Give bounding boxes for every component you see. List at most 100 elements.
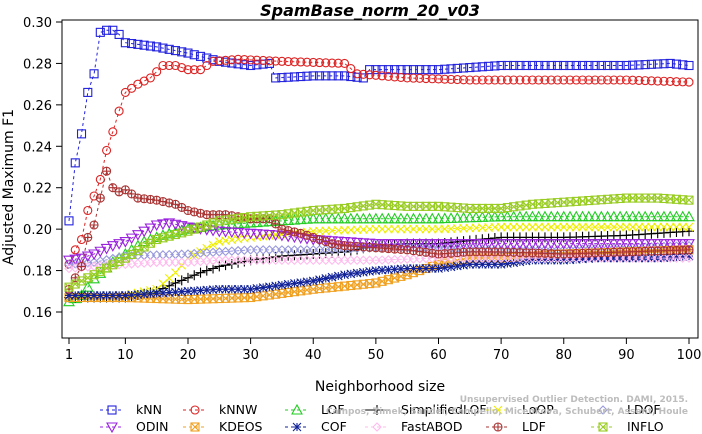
data-point-cof xyxy=(271,281,281,291)
data-point-knnw xyxy=(534,75,544,85)
x-tick-label: 1 xyxy=(65,348,73,363)
legend-label: LOF xyxy=(321,402,345,417)
data-point-lof xyxy=(639,210,652,222)
data-point-simplifiedlof xyxy=(182,272,193,283)
data-point-lof xyxy=(645,210,658,222)
data-point-loop xyxy=(609,222,619,232)
series-knn xyxy=(64,25,694,226)
legend-label: LDF xyxy=(522,419,546,434)
data-point-knnw xyxy=(609,75,619,85)
data-point-fastabod xyxy=(452,253,463,263)
data-point-knnw xyxy=(577,75,588,85)
data-point-knnw xyxy=(496,75,506,85)
data-point-knn xyxy=(621,60,631,71)
data-point-odin xyxy=(639,239,652,250)
data-point-fastabod xyxy=(671,253,682,263)
data-point-cof xyxy=(302,277,312,287)
data-point-lof xyxy=(664,210,677,222)
data-point-odin xyxy=(582,239,595,250)
data-point-cof xyxy=(672,252,681,262)
data-point-fastabod xyxy=(264,255,275,265)
data-point-odin xyxy=(451,239,464,250)
data-point-knnw xyxy=(158,60,168,71)
data-point-knnw xyxy=(264,56,274,66)
data-point-simplifiedlof xyxy=(233,257,244,268)
data-point-knnw xyxy=(208,56,218,66)
data-point-knnw xyxy=(333,58,343,68)
data-point-loop xyxy=(540,222,550,232)
series-line-fastabod xyxy=(68,257,689,269)
data-point-lof xyxy=(394,212,407,224)
data-point-loop xyxy=(628,222,638,232)
data-point-cof xyxy=(415,264,425,273)
data-point-knnw xyxy=(665,76,675,86)
data-point-knn xyxy=(596,60,606,71)
data-point-knn xyxy=(314,71,325,81)
data-point-cof xyxy=(452,261,462,271)
data-point-knnw xyxy=(114,106,124,116)
data-point-odin xyxy=(113,239,126,250)
data-point-cof xyxy=(540,255,550,265)
data-point-lof xyxy=(539,210,551,222)
data-point-loop xyxy=(496,222,506,232)
data-point-odin xyxy=(470,239,483,250)
data-point-cof xyxy=(120,291,130,300)
y-tick-label: 0.30 xyxy=(23,16,52,31)
data-point-lof xyxy=(420,212,432,224)
data-point-knnw xyxy=(183,65,193,75)
x-tick-label: 10 xyxy=(117,348,134,363)
data-point-knnw xyxy=(465,75,475,85)
data-point-cof xyxy=(571,254,581,264)
data-point-knnw xyxy=(145,73,155,83)
data-point-knnw xyxy=(258,55,268,66)
data-point-knn xyxy=(446,64,456,74)
data-point-lof xyxy=(507,210,520,222)
data-point-knnw xyxy=(314,58,325,68)
legend-item-knnw: kNNW xyxy=(183,402,257,417)
data-point-knn xyxy=(427,65,437,75)
data-point-cof xyxy=(565,255,575,265)
data-point-cof xyxy=(177,287,187,297)
data-point-knn xyxy=(189,50,199,60)
data-point-fastabod xyxy=(521,253,531,263)
data-point-fastabod xyxy=(490,253,500,263)
data-point-cof xyxy=(327,272,337,282)
data-point-loop xyxy=(534,222,544,232)
data-point-odin xyxy=(664,239,677,250)
data-point-ldf xyxy=(127,189,137,199)
legend-item-ldf: LDF xyxy=(486,419,546,434)
data-point-cof xyxy=(440,263,450,273)
data-point-inflo xyxy=(684,195,694,205)
data-point-lof xyxy=(457,211,470,223)
data-point-loop xyxy=(390,224,400,234)
data-point-lof xyxy=(670,210,683,222)
legend-marker xyxy=(493,405,503,415)
data-point-cof xyxy=(678,252,688,261)
data-point-knnw xyxy=(164,60,174,71)
y-axis-title: Adjusted Maximum F1 xyxy=(1,109,17,265)
x-axis-title: Neighborhood size xyxy=(315,379,445,395)
data-point-odin xyxy=(250,229,263,240)
data-point-cof xyxy=(502,259,512,268)
data-point-knn xyxy=(296,71,306,82)
chart-title: SpamBase_norm_20_v03 xyxy=(260,1,480,20)
data-point-fastabod xyxy=(333,255,344,265)
data-point-lof xyxy=(495,210,508,222)
data-point-fastabod xyxy=(277,255,287,265)
data-point-fastabod xyxy=(176,257,187,268)
data-point-lof xyxy=(607,210,620,222)
data-point-odin xyxy=(69,254,82,266)
data-point-knnw xyxy=(502,75,512,85)
data-point-knn xyxy=(565,60,575,71)
data-point-cof xyxy=(333,271,343,281)
data-point-knnw xyxy=(565,75,575,85)
data-point-odin xyxy=(495,239,508,250)
data-point-fastabod xyxy=(471,253,481,263)
data-point-lof xyxy=(388,212,401,224)
data-point-knn xyxy=(158,43,168,53)
data-point-lof xyxy=(313,212,326,224)
legend-marker xyxy=(598,422,608,432)
y-tick-label: 0.24 xyxy=(23,140,52,155)
data-point-knn xyxy=(421,65,431,75)
data-point-fastabod xyxy=(358,255,369,265)
